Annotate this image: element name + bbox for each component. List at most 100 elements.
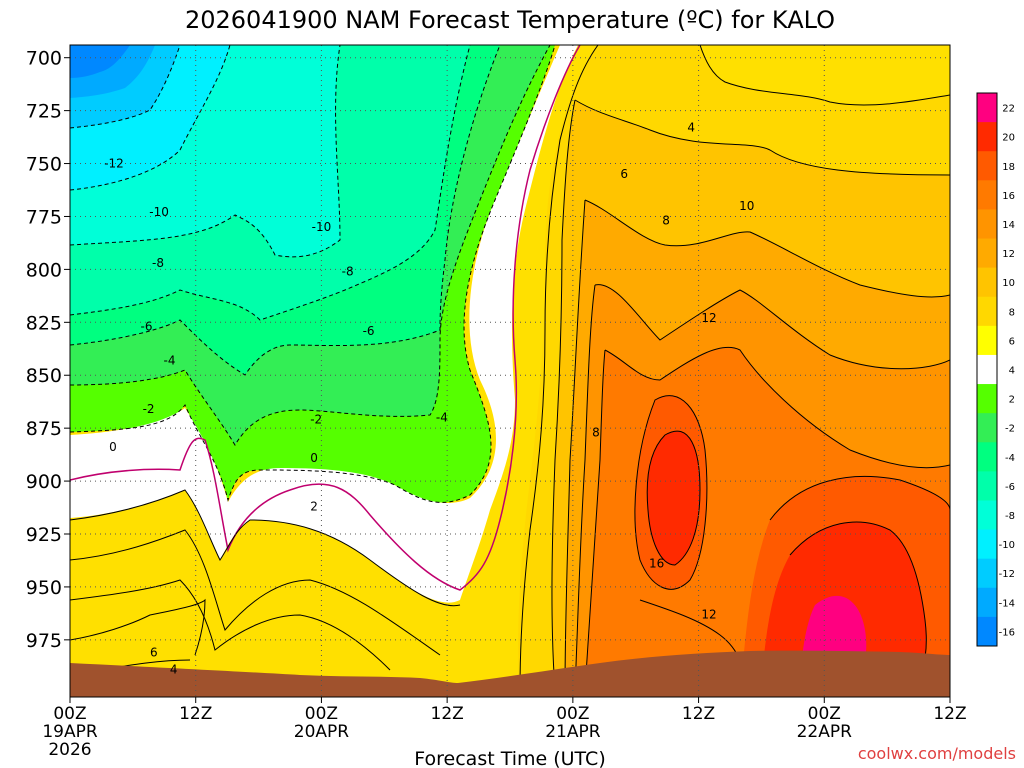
colorbar-swatch (977, 180, 997, 210)
colorbar-label: 14 (1002, 220, 1015, 231)
colorbar-label: 4 (1009, 366, 1015, 377)
y-tick-label: 950 (26, 577, 62, 599)
solid-contours (70, 45, 950, 697)
y-tick-label: 925 (26, 524, 62, 546)
colorbar-swatch (977, 296, 997, 327)
dashed-contours (70, 45, 556, 503)
colorbar: 22 20 18 16 14 12 10 8 6 4 2 -2 -4 -6 -8 -10 -12 -14 -16 (976, 92, 1015, 647)
colorbar-swatch (977, 500, 997, 531)
colorbar-label: -6 (1005, 482, 1015, 493)
contour-label: -10 (149, 205, 169, 219)
contour-label: 4 (170, 662, 178, 676)
contour-label: -4 (164, 353, 176, 367)
colorbar-swatch (977, 238, 997, 269)
x-tick-label: 19APR (42, 722, 98, 742)
x-tick-label: 00Z (305, 704, 338, 724)
colorbar-label: -10 (999, 540, 1015, 551)
y-tick-label: 725 (26, 101, 62, 123)
contour-minus-10 (70, 45, 341, 258)
contour-14-core (634, 395, 708, 590)
contour-minus-14 (70, 45, 181, 129)
contour-label: 0 (109, 440, 117, 454)
chart-title: 2026041900 NAM Forecast Temperature (ºC)… (185, 6, 835, 34)
colorbar-label: 8 (1009, 307, 1015, 318)
colorbar-label: -14 (999, 598, 1015, 609)
contour-10 (594, 284, 950, 370)
shade-coldest (70, 45, 130, 78)
y-tick-label: 975 (26, 630, 62, 652)
contour-label: 2 (310, 499, 318, 513)
x-tick-label: 00Z (556, 704, 589, 724)
shade-near-zero (70, 45, 578, 603)
contour-12-lower (584, 349, 606, 691)
x-tick-label: 00Z (53, 704, 86, 724)
contour-14-lower (769, 475, 950, 521)
contour-label: -8 (342, 265, 354, 279)
colorbar-label: 10 (1002, 278, 1015, 289)
contour-8-lower (564, 199, 586, 691)
colorbar-swatch (977, 529, 997, 560)
colorbar-swatch (977, 122, 997, 152)
contour-minus-4 (70, 45, 551, 446)
terrain (70, 650, 950, 697)
colorbar-frame (976, 92, 998, 647)
contour-labels: -12-10-10-8-8-6 -6-4-4-2-2002468101281612… (104, 121, 754, 677)
colorbar-label: -12 (999, 569, 1015, 580)
contour-label: 16 (649, 557, 664, 571)
colorbar-swatch (977, 93, 997, 123)
colorbar-swatch (977, 325, 997, 356)
x-tick-label: 12Z (431, 704, 464, 724)
colorbar-label: 16 (1002, 191, 1015, 202)
x-tick-label: 2026 (48, 740, 91, 760)
credit-text: coolwx.com/models (858, 744, 1016, 763)
y-axis: 700 725 750 775 800 825 850 875 900 925 950 975 (26, 48, 70, 652)
contour-6-lower (551, 99, 576, 691)
colorbar-swatch (977, 558, 997, 589)
y-tick-label: 825 (26, 312, 62, 334)
contour-label: 6 (620, 167, 628, 181)
colorbar-label: 20 (1002, 133, 1015, 144)
colorbar-swatch (977, 267, 997, 298)
x-tick-label: 12Z (179, 704, 212, 724)
colorbar-swatch (977, 151, 997, 181)
contour-minus-2 (70, 45, 556, 503)
y-tick-label: 800 (26, 259, 62, 281)
colorbar-swatch (977, 616, 997, 647)
contour-label: 4 (687, 121, 695, 135)
contour-label: 0 (310, 451, 318, 465)
y-tick-label: 875 (26, 418, 62, 440)
contour-minus-6 (70, 45, 501, 376)
colorbar-label: 6 (1009, 336, 1015, 347)
colorbar-label: 18 (1002, 162, 1015, 173)
y-tick-label: 750 (26, 154, 62, 176)
colorbar-label: -2 (1005, 424, 1015, 435)
contour-label: -2 (310, 413, 322, 427)
contour-4-right (699, 45, 950, 106)
y-tick-label: 900 (26, 471, 62, 493)
y-tick-label: 850 (26, 365, 62, 387)
colorbar-swatch (977, 587, 997, 618)
contour-10-lower (574, 284, 596, 691)
contour-minus-8 (70, 45, 471, 321)
colorbar-label: 2 (1009, 395, 1015, 406)
contour-label: 12 (701, 311, 716, 325)
colorbar-swatch (977, 413, 997, 443)
contour-4-left (70, 529, 441, 656)
plot-area (70, 45, 950, 697)
contour-label: -12 (104, 157, 124, 171)
x-tick-label: 20APR (294, 722, 350, 742)
y-tick-label: 775 (26, 206, 62, 228)
contour-label: 10 (739, 199, 754, 213)
contour-label: -4 (436, 411, 448, 425)
contour-2-left (70, 489, 461, 607)
zero-contours (70, 45, 581, 591)
x-axis-label: Forecast Time (UTC) (414, 748, 605, 768)
colorbar-label: -8 (1005, 511, 1015, 522)
colorbar-label: 12 (1002, 249, 1015, 260)
contour-label: -10 (312, 220, 332, 234)
contour-label: 6 (150, 646, 158, 660)
colorbar-swatch (977, 209, 997, 240)
contour-label: 12 (701, 607, 716, 621)
